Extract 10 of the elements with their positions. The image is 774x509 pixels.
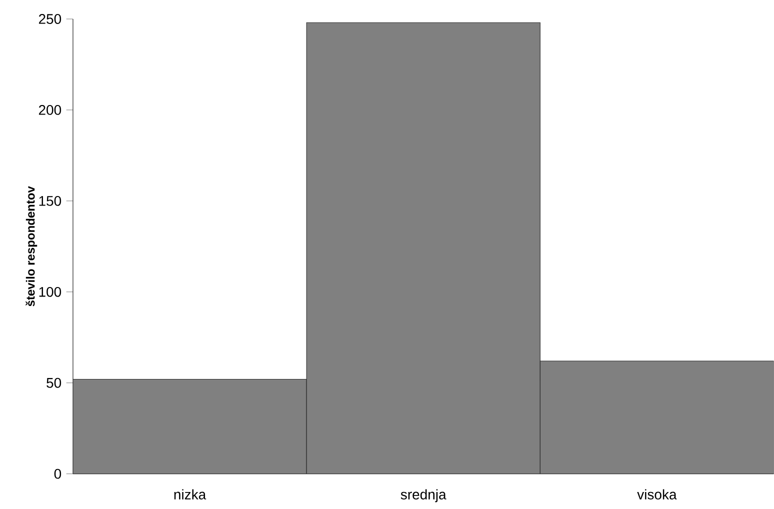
x-tick-label: visoka [637, 489, 677, 500]
x-tick-label: srednja [400, 489, 446, 502]
y-tick-label: 50 [46, 378, 62, 388]
x-tick-label: nizka [174, 489, 206, 500]
y-tick-label: 100 [39, 287, 62, 297]
y-tick-label: 150 [39, 196, 62, 206]
y-tick-label: 200 [38, 105, 62, 116]
y-tick-label: 250 [38, 14, 62, 24]
y-axis-title: število respondentov [26, 186, 38, 306]
y-tick-label: 0 [54, 468, 62, 479]
